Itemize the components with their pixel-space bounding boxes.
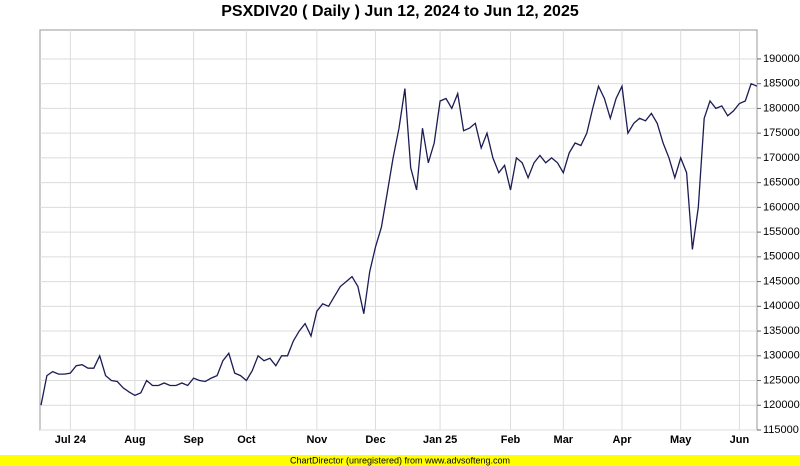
grid bbox=[40, 30, 761, 431]
y-tick-label: 190000 bbox=[763, 53, 800, 65]
footer-bar bbox=[0, 455, 800, 466]
x-tick-label: Aug bbox=[124, 434, 145, 446]
x-tick-label: Mar bbox=[554, 434, 574, 446]
x-tick-label: Dec bbox=[365, 434, 385, 446]
x-tick-label: Feb bbox=[501, 434, 521, 446]
y-tick-label: 165000 bbox=[763, 177, 800, 189]
marks bbox=[40, 82, 758, 406]
x-tick-label: Jan 25 bbox=[423, 434, 457, 446]
y-tick-label: 145000 bbox=[763, 275, 800, 287]
y-tick-label: 125000 bbox=[763, 374, 800, 386]
data-line bbox=[40, 82, 758, 406]
y-tick-label: 135000 bbox=[763, 325, 800, 337]
y-tick-label: 150000 bbox=[763, 251, 800, 263]
x-tick-label: Oct bbox=[237, 434, 256, 446]
footer: ChartDirector (unregistered) from www.ad… bbox=[290, 455, 510, 465]
y-tick-label: 120000 bbox=[763, 399, 800, 411]
x-tick-label: Jul 24 bbox=[55, 434, 87, 446]
y-tick-label: 130000 bbox=[763, 350, 800, 362]
x-tick-label: Apr bbox=[613, 434, 633, 446]
y-tick-label: 175000 bbox=[763, 127, 800, 139]
x-tick-label: Nov bbox=[306, 434, 328, 446]
y-tick-label: 160000 bbox=[763, 201, 800, 213]
y-tick-label: 115000 bbox=[763, 424, 799, 436]
plot-area bbox=[39, 29, 758, 431]
y-tick-label: 185000 bbox=[763, 78, 800, 90]
y-tick-label: 155000 bbox=[763, 226, 800, 238]
y-tick-label: 140000 bbox=[763, 300, 800, 312]
y-tick-label: 180000 bbox=[763, 102, 800, 114]
x-tick-label: May bbox=[670, 434, 692, 446]
chart-title: PSXDIV20 ( Daily ) Jun 12, 2024 to Jun 1… bbox=[221, 3, 579, 20]
x-tick-label: Jun bbox=[730, 434, 750, 446]
x-tick-label: Sep bbox=[183, 434, 203, 446]
y-tick-label: 170000 bbox=[763, 152, 800, 164]
